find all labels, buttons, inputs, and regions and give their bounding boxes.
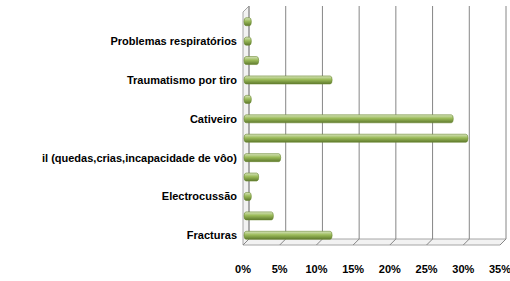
tick-label: 35%: [489, 263, 510, 275]
tick-label: 10%: [305, 263, 327, 275]
bar: [244, 192, 251, 200]
bar: [244, 57, 259, 65]
grid-line: [353, 6, 359, 245]
bar: [244, 212, 273, 220]
bar: [244, 76, 332, 84]
tick-label: 0%: [235, 263, 251, 275]
bar: [244, 95, 251, 103]
category-label: Electrocussão: [162, 190, 237, 202]
bar: [244, 18, 251, 26]
grid-line: [316, 6, 322, 245]
category-label: Problemas respiratórios: [110, 35, 237, 47]
chart-container: 0% 5% 10% 15% 20% 25% 30% 35% Problemas respirat…: [0, 0, 510, 281]
category-label: il (quedas,crias,incapacidade de vôo): [42, 152, 237, 164]
bar: [244, 134, 468, 142]
grid-line: [427, 6, 433, 245]
tick-label: 30%: [452, 263, 474, 275]
grid-line: [390, 6, 396, 245]
grid-line: [280, 6, 286, 245]
bar: [244, 173, 259, 181]
grid-line: [463, 6, 469, 245]
tick-label: 20%: [379, 263, 401, 275]
tick-label: 25%: [416, 263, 438, 275]
tick-label: 5%: [272, 263, 288, 275]
bar: [244, 115, 453, 123]
category-label: Cativeiro: [190, 113, 237, 125]
bar: [244, 37, 251, 45]
grid-line: [500, 6, 506, 245]
tick-label: 15%: [342, 263, 364, 275]
category-label: Fracturas: [187, 229, 237, 241]
bar: [244, 154, 281, 162]
category-label: Traumatismo por tiro: [127, 74, 237, 86]
bar: [244, 231, 332, 239]
bars: [244, 18, 468, 240]
chart-svg: 0% 5% 10% 15% 20% 25% 30% 35% Problemas respirat…: [0, 0, 510, 281]
